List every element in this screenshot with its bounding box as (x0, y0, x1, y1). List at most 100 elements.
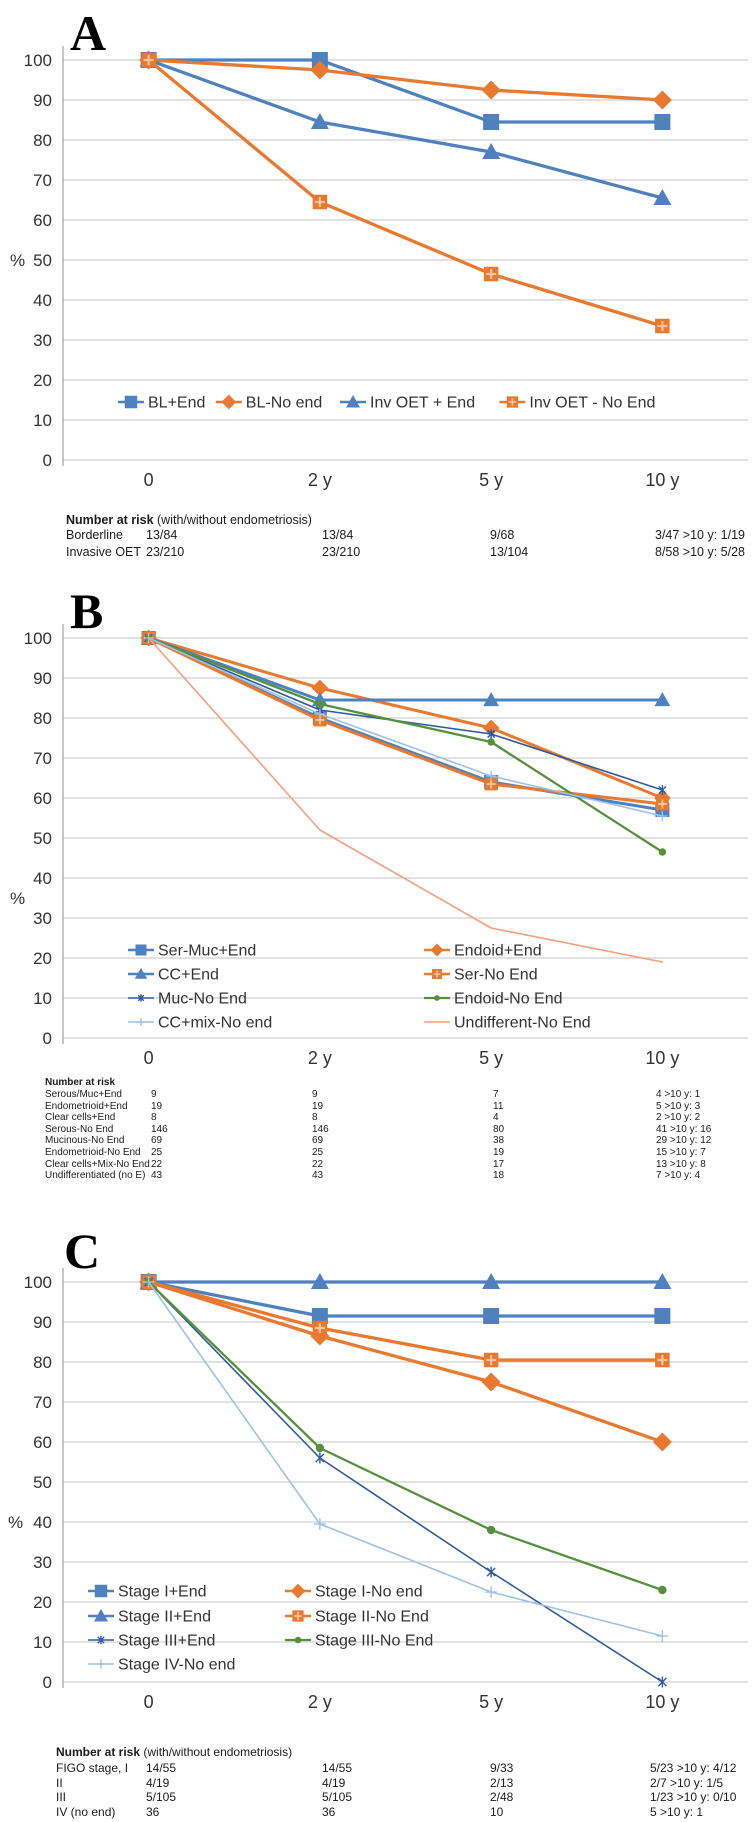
legend-item-bl-end: BL+End (118, 395, 205, 412)
svg-text:0: 0 (43, 1673, 52, 1692)
risk-table-heading: Number at risk (45, 1077, 116, 1088)
risk-value: 4/19 (146, 1775, 170, 1790)
legend-item-inv-oet-no-end: Inv OET - No End (499, 395, 655, 412)
risk-value: 8/58 >10 y: 5/28 (655, 545, 746, 559)
risk-value: 29 >10 y: 12 (656, 1135, 712, 1147)
legend-item-inv-oet-end: Inv OET + End (340, 395, 475, 412)
legend-label: CC+End (158, 967, 219, 984)
risk-value: 36 (146, 1804, 160, 1819)
svg-text:2 y: 2 y (308, 470, 332, 490)
x-tick-labels: 0 2 y 5 y 10 y (144, 1692, 680, 1712)
legend-item-stage-ii-end: Stage II+End (88, 1609, 211, 1626)
risk-value: 69 (312, 1135, 324, 1147)
risk-row-label: Mucinous-No End (45, 1135, 125, 1147)
panel-c-letter: C (64, 1223, 101, 1279)
svg-text:100: 100 (24, 1273, 52, 1292)
risk-value: 5/105 (146, 1790, 177, 1804)
legend-label: Inv OET + End (370, 395, 475, 412)
risk-row-label: Invasive OET (66, 545, 142, 559)
risk-value: 13/104 (490, 545, 529, 559)
legend-item-stage-iii-no-end: Stage III-No End (285, 1633, 433, 1650)
svg-text:0: 0 (43, 451, 52, 470)
risk-value: 23/210 (322, 545, 361, 559)
risk-value: 41 >10 y: 16 (656, 1123, 712, 1135)
panel-a-letter: A (70, 5, 107, 61)
legend-label: Stage II+End (118, 1609, 211, 1626)
risk-value: 13/84 (322, 528, 354, 542)
risk-value: 2/13 (490, 1775, 514, 1790)
svg-text:0: 0 (144, 1048, 154, 1068)
svg-text:70: 70 (33, 749, 52, 768)
legend-item-ser-no-end: Ser-No End (424, 967, 538, 984)
risk-value: 14/55 (146, 1761, 177, 1775)
legend-item-stage-iv-no-end: Stage IV-No end (88, 1657, 235, 1674)
svg-text:0: 0 (144, 470, 154, 490)
risk-table-row: Clear cells+Mix-No End 22 22 17 13 >10 y: 8 (45, 1159, 711, 1171)
risk-table-c: Number at risk (with/without endometrios… (56, 1745, 736, 1819)
risk-value: 3/47 >10 y: 1/19 (655, 528, 746, 542)
legend-label: Stage III-No End (315, 1633, 433, 1650)
risk-row-label: Serous-No End (45, 1123, 114, 1135)
risk-table-row: Endometrioid-No End 25 25 19 15 >10 y: 7 (45, 1147, 711, 1159)
risk-table-row: IV (no end) 36 36 10 5 >10 y: 1 (56, 1805, 736, 1820)
legend-label: Stage I-No end (315, 1584, 423, 1601)
risk-value: 15 >10 y: 7 (656, 1146, 706, 1158)
risk-table-row: II 4/19 4/19 2/13 2/7 >10 y: 1/5 (56, 1776, 736, 1791)
series-stage-iv-no-end (142, 1276, 669, 1642)
risk-value: 2/48 (490, 1790, 514, 1804)
svg-text:40: 40 (33, 1513, 52, 1532)
svg-text:60: 60 (33, 211, 52, 230)
svg-text:70: 70 (33, 1393, 52, 1412)
risk-value: 9 (312, 1089, 318, 1100)
series-stage-ii-end (139, 1273, 672, 1289)
svg-text:40: 40 (33, 869, 52, 888)
y-axis-title: % (8, 1513, 23, 1532)
risk-value: 4 >10 y: 1 (656, 1089, 701, 1100)
risk-table-heading: Number at risk (with/without endometrios… (56, 1745, 293, 1759)
svg-text:60: 60 (33, 789, 52, 808)
risk-value: 19 (151, 1100, 163, 1112)
legend-label: Undifferent-No End (454, 1015, 591, 1032)
svg-text:5 y: 5 y (479, 1048, 503, 1068)
y-axis-title: % (10, 251, 25, 270)
svg-text:40: 40 (33, 291, 52, 310)
series-muc-no-end (144, 633, 667, 795)
risk-value: 17 (493, 1158, 505, 1170)
risk-value: 43 (151, 1170, 163, 1182)
series-stage-ii-no-end (141, 1274, 670, 1368)
risk-value: 13 >10 y: 8 (656, 1158, 706, 1170)
risk-value: 19 (493, 1146, 505, 1158)
legend-label: Stage I+End (118, 1584, 207, 1601)
svg-text:20: 20 (33, 371, 52, 390)
svg-text:80: 80 (33, 709, 52, 728)
risk-value: 2/7 >10 y: 1/5 (650, 1775, 724, 1790)
risk-value: 19 (312, 1100, 324, 1112)
svg-text:10 y: 10 y (645, 1048, 679, 1068)
risk-value: 36 (322, 1804, 336, 1819)
svg-text:30: 30 (33, 1553, 52, 1572)
legend-item-muc-no-end: Muc-No End (128, 991, 247, 1008)
svg-text:5 y: 5 y (479, 470, 503, 490)
legend-item-bl-no-end: BL-No end (215, 395, 322, 412)
series-inv-oet-end (139, 51, 672, 205)
gridlines (63, 1281, 748, 1683)
legend-item-cc-mix-no-end: CC+mix-No end (128, 1015, 272, 1032)
risk-value: 146 (151, 1123, 168, 1135)
svg-text:30: 30 (33, 331, 52, 350)
svg-text:5 y: 5 y (479, 1692, 503, 1712)
svg-text:0: 0 (144, 1692, 154, 1712)
risk-value: 7 >10 y: 4 (656, 1170, 701, 1182)
legend-item-stage-i-end: Stage I+End (88, 1584, 207, 1601)
risk-table-row: Borderline 13/84 13/84 9/68 3/47 >10 y: 1/19 (66, 528, 745, 545)
svg-text:100: 100 (24, 629, 52, 648)
legend-label: Stage IV-No end (118, 1657, 235, 1674)
legend-item-endoid-no-end: Endoid-No End (424, 991, 563, 1008)
legend-label: Endoid+End (454, 943, 542, 960)
svg-text:2 y: 2 y (308, 1048, 332, 1068)
risk-value: 22 (151, 1158, 163, 1170)
risk-value: 80 (493, 1123, 505, 1135)
risk-table-row: Clear cells+End 8 8 4 2 >10 y: 2 (45, 1112, 711, 1124)
